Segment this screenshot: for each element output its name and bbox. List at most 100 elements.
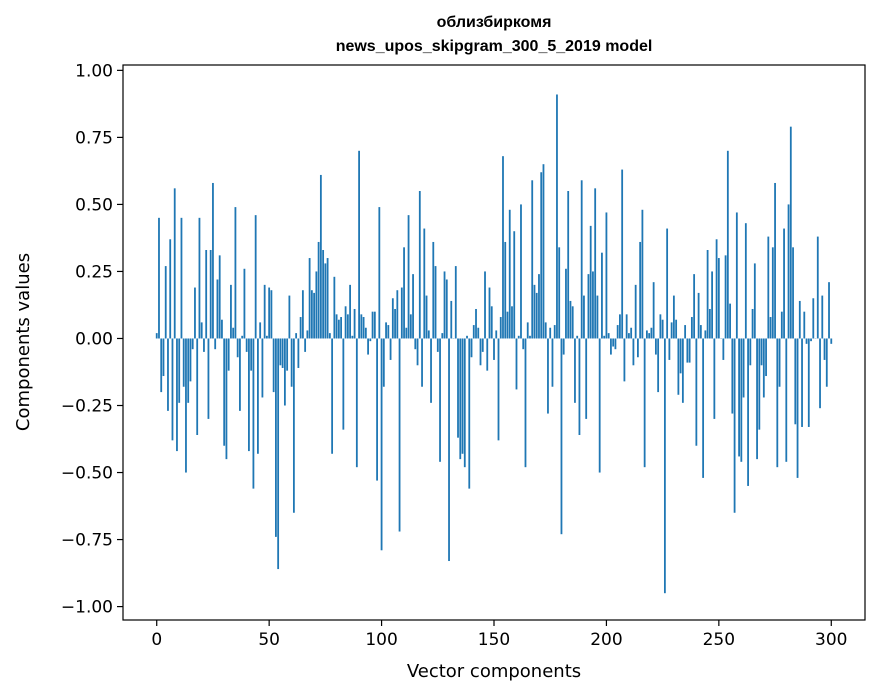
bar <box>216 279 219 339</box>
bar <box>459 338 462 460</box>
bar <box>463 338 466 468</box>
bar <box>576 335 579 339</box>
x-tick-label: 150 <box>478 630 510 650</box>
bar <box>756 338 758 460</box>
bar <box>778 338 781 387</box>
bar <box>535 292 538 339</box>
bar <box>517 335 520 339</box>
bar <box>605 212 608 339</box>
bar <box>367 338 369 355</box>
bar <box>475 308 477 339</box>
bar <box>722 338 725 360</box>
bar <box>774 182 776 339</box>
bar <box>225 338 228 460</box>
bar <box>648 333 651 339</box>
bar <box>479 338 482 366</box>
bar <box>711 271 713 339</box>
bar <box>369 338 372 342</box>
bar <box>191 338 194 350</box>
bar <box>308 258 311 339</box>
y-tick-label: −0.50 <box>61 464 113 484</box>
x-tick-label: 300 <box>815 630 847 650</box>
bar <box>529 335 531 339</box>
bar <box>398 338 401 532</box>
bar <box>787 204 790 339</box>
bar <box>753 263 756 339</box>
bar <box>209 250 212 339</box>
plot-frame <box>122 64 866 621</box>
bar <box>261 338 264 398</box>
chart-subtitle: news_upos_skipgram_300_5_2019 model <box>336 38 653 55</box>
bar <box>520 204 522 339</box>
bar <box>326 258 329 339</box>
bar <box>286 338 289 371</box>
bar <box>403 247 405 339</box>
bar <box>828 282 830 339</box>
bar <box>677 338 680 395</box>
bar <box>513 231 516 339</box>
bar <box>654 338 657 355</box>
bar <box>486 338 489 371</box>
bar <box>580 180 583 339</box>
bar <box>457 338 459 438</box>
bar <box>650 327 653 339</box>
bar <box>488 287 491 339</box>
bar <box>643 338 646 468</box>
bar <box>371 311 374 339</box>
bar <box>448 338 450 562</box>
y-axis-label: Components values <box>13 253 34 431</box>
bar <box>472 325 475 339</box>
bar <box>540 172 543 339</box>
bar <box>263 284 266 339</box>
bar <box>704 330 707 339</box>
bar <box>283 338 286 406</box>
bar <box>614 338 617 350</box>
bar <box>511 306 513 339</box>
bar <box>319 174 322 339</box>
bar <box>493 338 495 360</box>
bar <box>789 126 792 339</box>
bar <box>232 327 235 339</box>
bar <box>317 241 320 339</box>
bar <box>427 330 430 339</box>
bar <box>468 338 471 489</box>
bar <box>630 327 633 339</box>
bar <box>389 338 392 360</box>
y-tick-label: 0.50 <box>75 195 113 215</box>
bar <box>769 317 772 339</box>
bar <box>574 338 576 403</box>
bar <box>234 207 237 339</box>
bar <box>740 338 743 462</box>
y-tick-label: 0.25 <box>75 262 113 282</box>
bar <box>353 308 356 339</box>
bar <box>830 338 833 344</box>
bar <box>432 241 435 339</box>
bar <box>717 258 720 339</box>
bar <box>266 335 268 339</box>
bar <box>726 150 729 339</box>
bar <box>612 338 615 347</box>
bar <box>200 322 203 339</box>
bar <box>735 212 738 339</box>
bar <box>675 319 678 339</box>
bar <box>400 287 403 339</box>
bar <box>450 300 453 339</box>
bar <box>731 338 734 414</box>
bar <box>360 314 363 339</box>
bar <box>212 182 214 339</box>
x-tick-label: 50 <box>258 630 280 650</box>
bar <box>434 266 437 339</box>
bar <box>277 338 280 570</box>
bar <box>801 338 803 427</box>
bar <box>524 338 527 468</box>
bar <box>328 333 331 339</box>
bar <box>749 338 752 366</box>
bar <box>441 333 444 339</box>
bar <box>594 188 597 339</box>
bar <box>693 274 696 339</box>
bar <box>659 314 662 339</box>
bar <box>560 338 563 535</box>
bar <box>744 223 747 339</box>
bar <box>223 338 226 446</box>
y-tick-label: −0.25 <box>61 397 113 417</box>
